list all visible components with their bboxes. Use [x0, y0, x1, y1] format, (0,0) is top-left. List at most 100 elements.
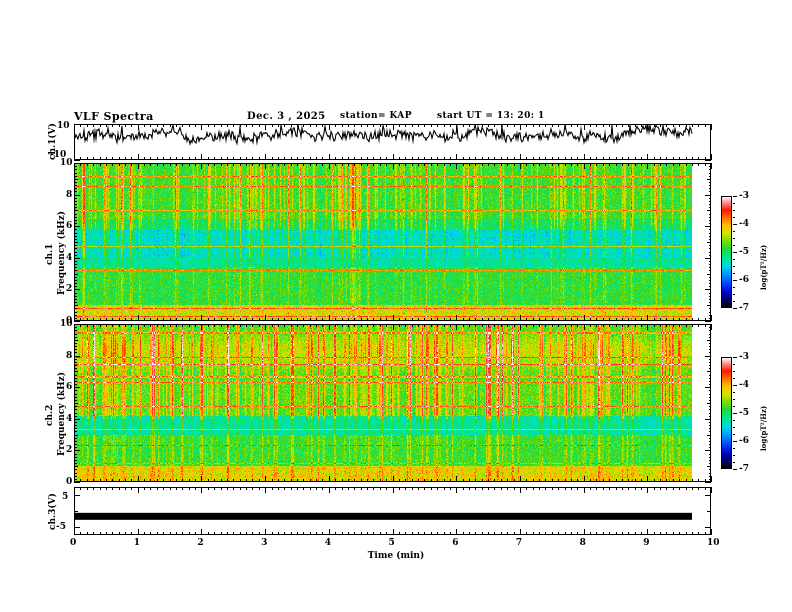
x-tick — [105, 157, 107, 160]
x-tick — [494, 532, 496, 535]
ch2-spec-y-tick — [708, 478, 711, 480]
x-tick — [698, 532, 700, 535]
x-tick — [392, 163, 394, 169]
x-tick — [628, 163, 630, 166]
colorbar-ch1 — [721, 196, 732, 308]
x-tick — [513, 479, 515, 482]
cb2-minor-tick — [733, 378, 735, 379]
ch1-spec-y-tick — [708, 175, 711, 177]
ch1-spec-y-tick — [74, 207, 77, 209]
ch3-wave-y-tick — [74, 527, 80, 528]
x-tick — [131, 487, 133, 490]
x-tick — [647, 476, 649, 482]
x-tick — [271, 479, 273, 482]
x-tick — [488, 124, 490, 127]
ch1-spec-y-tick — [708, 279, 711, 281]
x-tick — [691, 324, 693, 327]
x-tick — [405, 479, 407, 482]
x-tick — [265, 529, 267, 535]
x-tick — [615, 157, 617, 160]
x-tick — [354, 487, 356, 490]
x-tick — [214, 124, 216, 127]
ch1-spec-y-tick — [74, 283, 77, 285]
x-tick — [322, 163, 324, 166]
cb1-label--3: -3 — [739, 191, 749, 201]
ch3-wave-y-tick — [74, 495, 80, 496]
ch2-spec-y-tick — [74, 453, 77, 455]
cb1-minor-tick — [733, 301, 735, 302]
x-tick — [443, 163, 445, 166]
cb2-minor-tick — [733, 448, 735, 449]
x-tick — [526, 157, 528, 160]
x-tick — [590, 157, 591, 160]
ch2-spec-y-tick — [74, 327, 77, 329]
x-tick — [290, 479, 292, 482]
x-tick — [398, 163, 400, 166]
x-tick — [640, 318, 642, 321]
x-tick — [590, 479, 591, 482]
x-tick — [156, 324, 158, 327]
ch2-spec-y-tick — [708, 346, 711, 348]
x-tick — [456, 476, 458, 482]
ch1-spec-y-tick — [74, 172, 77, 174]
x-tick — [182, 487, 184, 490]
x-tick — [373, 487, 375, 490]
x-tick — [577, 532, 579, 535]
ch2-spec-y-tick — [708, 380, 711, 382]
x-tick — [475, 163, 477, 166]
x-tick — [309, 324, 311, 327]
x-tick — [137, 154, 139, 160]
x-tick — [309, 487, 311, 490]
x-tick — [449, 163, 451, 166]
x-tick — [131, 163, 133, 166]
ch2-spec-y-tick — [707, 466, 711, 468]
ch2-spec-y-tick — [705, 418, 711, 420]
ch2-spec-y-tick — [74, 358, 77, 360]
x-tick — [640, 124, 642, 127]
x-tick — [277, 163, 279, 166]
x-tick — [672, 163, 674, 166]
x-tick — [347, 318, 349, 321]
x-tick — [201, 315, 203, 321]
x-tick — [660, 532, 661, 535]
x-tick — [169, 124, 171, 127]
x-tick — [195, 487, 196, 490]
x-tick — [112, 324, 114, 327]
x-tick — [462, 487, 464, 490]
x-tick — [532, 487, 534, 490]
x-tick — [322, 532, 324, 535]
ch1-spec-y-label-8: 8 — [66, 189, 73, 200]
x-tick — [494, 157, 496, 160]
x-tick — [628, 124, 630, 127]
cb1-minor-tick — [733, 231, 735, 232]
ch2-spec-y-tick — [74, 399, 77, 401]
x-tick — [564, 324, 566, 327]
x-tick — [303, 532, 305, 535]
ch2-spec-y-tick — [708, 415, 711, 417]
x-tick — [144, 487, 146, 490]
x-tick — [316, 124, 318, 127]
x-tick — [246, 532, 247, 535]
x-tick — [93, 318, 95, 321]
x-tick — [666, 157, 668, 160]
x-tick — [475, 318, 477, 321]
x-tick — [551, 479, 553, 482]
x-tick — [86, 532, 88, 535]
cb1-minor-tick — [733, 266, 735, 267]
x-tick — [615, 532, 617, 535]
x-tick — [418, 124, 419, 127]
x-tick — [201, 124, 203, 130]
x-tick — [545, 163, 547, 166]
x-tick — [220, 532, 222, 535]
ch1-spec-y-tick — [708, 283, 711, 285]
x-tick — [532, 157, 534, 160]
x-tick — [105, 487, 107, 490]
x-tick — [214, 318, 216, 321]
x-tick — [316, 532, 318, 535]
x-tick — [80, 324, 82, 327]
x-tick — [290, 532, 292, 535]
ch2-spec-y-tick — [708, 343, 711, 344]
x-tick — [691, 532, 693, 535]
ch2-spec-y-tick — [707, 371, 711, 373]
x-tick — [258, 479, 260, 482]
